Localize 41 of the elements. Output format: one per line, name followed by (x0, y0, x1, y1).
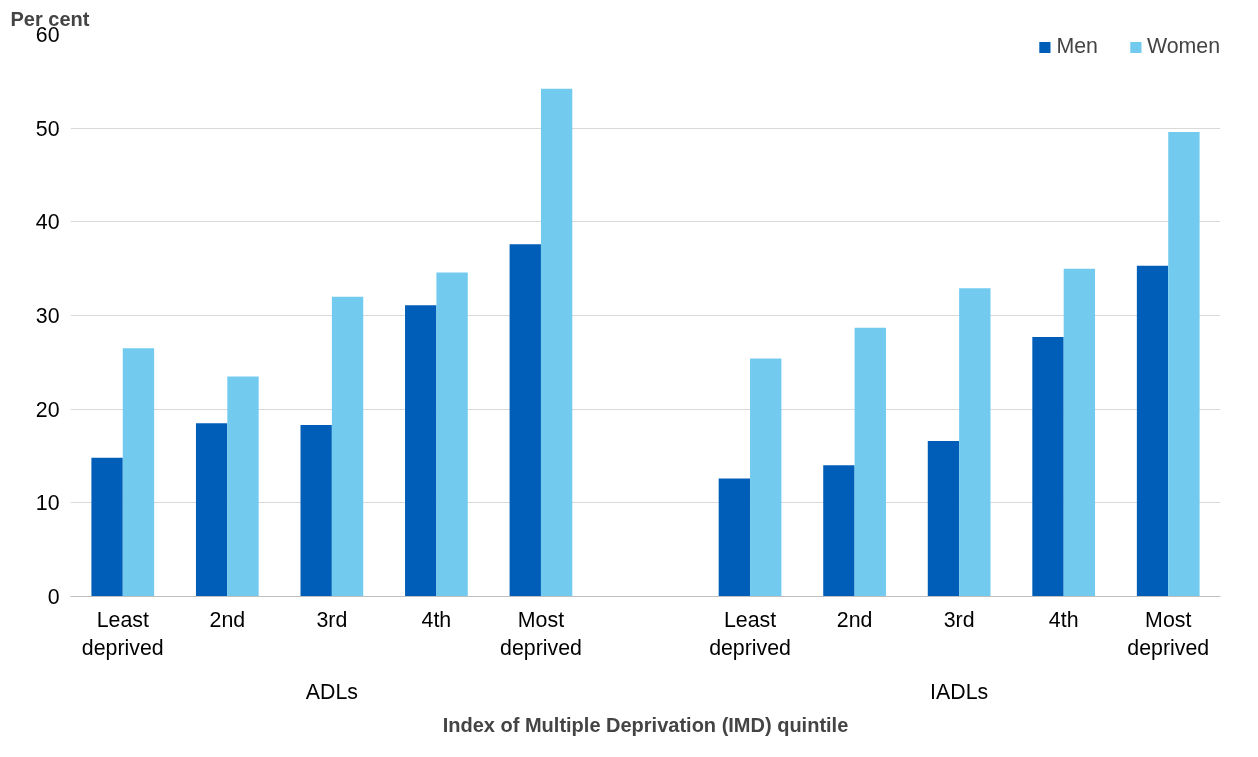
bar (1136, 265, 1169, 597)
bar (1168, 131, 1200, 597)
x-tick-label: 4th (421, 607, 452, 632)
x-tick-label: 4th (1048, 607, 1079, 632)
y-tick-label: 10 (35, 491, 60, 516)
x-tick-label: 3rd (316, 607, 348, 632)
y-tick-label: 20 (35, 397, 60, 422)
bar (195, 423, 228, 597)
y-tick-label: 50 (35, 116, 60, 141)
bar (331, 296, 364, 597)
text: ADLs (305, 679, 358, 704)
x-axis-title: Index of Multiple Deprivation (IMD) quintile (442, 713, 849, 736)
bar (854, 327, 886, 597)
bar (436, 272, 468, 597)
bar (227, 376, 259, 597)
x-tick-label: 3rd (943, 607, 975, 632)
legend-label: Men (1056, 34, 1098, 59)
bar (927, 441, 960, 597)
bar (1032, 337, 1064, 597)
bar (91, 457, 123, 597)
bar (823, 465, 855, 597)
x-tick-label: 2nd (836, 607, 873, 632)
bar (122, 348, 155, 597)
bar (1063, 268, 1096, 597)
bar (300, 425, 332, 597)
x-tick-label: Most deprived (1127, 607, 1210, 661)
x-tick-label: Least deprived (709, 607, 791, 661)
bar (718, 478, 751, 597)
x-tick-label: 2nd (209, 607, 246, 632)
bar (959, 288, 991, 597)
y-tick-label: 30 (35, 304, 60, 328)
text: IADLs (930, 679, 989, 704)
bar (509, 244, 541, 597)
bar (405, 305, 437, 597)
y-tick-label: 40 (35, 210, 60, 235)
y-tick-label: 0 (47, 585, 60, 609)
bar (540, 88, 573, 597)
legend-label: Women (1146, 34, 1220, 59)
x-tick-label: Most deprived (500, 607, 582, 661)
x-tick-label: Least deprived (81, 607, 164, 661)
bar (750, 358, 782, 597)
